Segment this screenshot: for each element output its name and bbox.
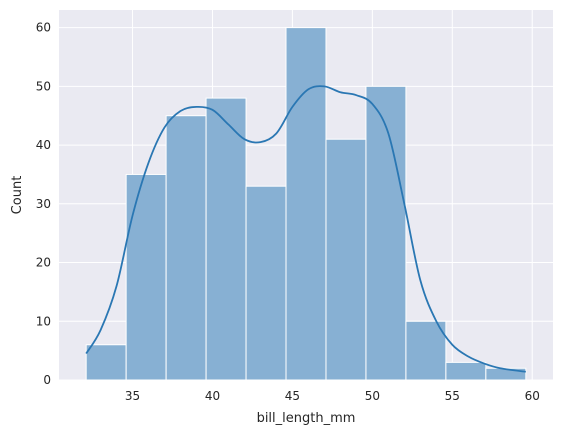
histogram-bars xyxy=(85,27,527,381)
histogram-bar xyxy=(85,344,127,381)
y-tick-label: 30 xyxy=(36,197,51,211)
histogram-bar xyxy=(485,367,527,381)
y-tick-label: 10 xyxy=(36,314,51,328)
y-tick-label: 40 xyxy=(36,138,51,152)
x-tick-label: 40 xyxy=(205,389,220,403)
x-tick-label: 50 xyxy=(365,389,380,403)
histogram-bar xyxy=(165,115,207,381)
histogram-bar xyxy=(405,320,447,381)
x-axis-ticks: 35 40 45 50 55 60 xyxy=(125,389,540,403)
x-tick-label: 60 xyxy=(525,389,540,403)
histogram-bar xyxy=(245,185,287,381)
histogram-bar xyxy=(205,97,247,381)
histogram-bar xyxy=(325,138,367,381)
histogram-bar xyxy=(285,27,327,381)
kde-curve xyxy=(85,85,526,373)
y-axis-label: Count xyxy=(10,176,25,215)
y-tick-label: 20 xyxy=(36,256,51,270)
histogram-bar xyxy=(445,361,487,381)
y-tick-label: 60 xyxy=(36,21,51,35)
histogram-bar xyxy=(365,85,407,381)
y-tick-label: 50 xyxy=(36,79,51,93)
x-tick-label: 55 xyxy=(445,389,460,403)
x-tick-label: 45 xyxy=(285,389,300,403)
x-tick-label: 35 xyxy=(125,389,140,403)
histogram-bar xyxy=(125,173,167,381)
x-axis-label: bill_length_mm xyxy=(257,411,356,426)
y-tick-label: 0 xyxy=(43,373,51,387)
y-axis-ticks: 0 10 20 30 40 50 60 xyxy=(36,21,51,387)
